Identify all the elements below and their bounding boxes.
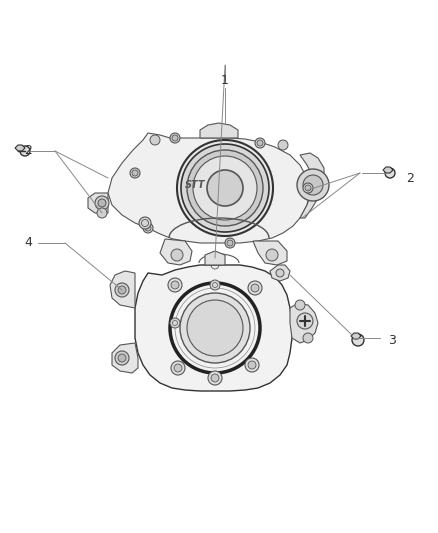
Polygon shape xyxy=(200,123,238,138)
Text: STT: STT xyxy=(185,180,205,190)
Polygon shape xyxy=(108,133,310,243)
Circle shape xyxy=(385,168,395,178)
Circle shape xyxy=(118,354,126,362)
Circle shape xyxy=(257,140,263,146)
Text: 4: 4 xyxy=(24,237,32,249)
Circle shape xyxy=(143,223,153,233)
Circle shape xyxy=(245,358,259,372)
Circle shape xyxy=(95,196,109,210)
Polygon shape xyxy=(290,303,318,343)
Polygon shape xyxy=(160,239,192,265)
Circle shape xyxy=(225,238,235,248)
Polygon shape xyxy=(351,333,361,339)
Polygon shape xyxy=(15,145,25,151)
Circle shape xyxy=(171,249,183,261)
Polygon shape xyxy=(253,241,287,265)
Circle shape xyxy=(193,156,257,220)
Circle shape xyxy=(305,185,311,191)
Circle shape xyxy=(255,138,265,148)
Circle shape xyxy=(295,300,305,310)
Polygon shape xyxy=(112,343,138,373)
Circle shape xyxy=(181,144,269,232)
Polygon shape xyxy=(270,265,290,281)
Circle shape xyxy=(130,168,140,178)
Circle shape xyxy=(139,217,151,229)
Circle shape xyxy=(227,240,233,246)
Circle shape xyxy=(248,281,262,295)
Circle shape xyxy=(276,269,284,277)
Circle shape xyxy=(187,150,263,226)
Circle shape xyxy=(352,334,364,346)
Circle shape xyxy=(303,175,323,195)
Circle shape xyxy=(170,318,180,328)
Circle shape xyxy=(118,286,126,294)
Circle shape xyxy=(145,225,151,231)
Circle shape xyxy=(132,170,138,176)
Text: 1: 1 xyxy=(221,75,229,87)
Circle shape xyxy=(177,140,273,236)
Circle shape xyxy=(266,249,278,261)
Circle shape xyxy=(98,199,106,207)
Circle shape xyxy=(297,169,329,201)
Circle shape xyxy=(150,135,160,145)
Circle shape xyxy=(97,208,107,218)
Circle shape xyxy=(278,140,288,150)
Polygon shape xyxy=(88,193,108,213)
Circle shape xyxy=(168,278,182,292)
Circle shape xyxy=(180,293,250,363)
Polygon shape xyxy=(110,271,135,308)
Circle shape xyxy=(172,135,178,141)
Circle shape xyxy=(115,283,129,297)
Polygon shape xyxy=(383,167,393,173)
Circle shape xyxy=(303,183,313,193)
Circle shape xyxy=(303,333,313,343)
Circle shape xyxy=(20,146,30,156)
Circle shape xyxy=(115,351,129,365)
Circle shape xyxy=(277,266,287,276)
Text: 2: 2 xyxy=(406,172,414,184)
Circle shape xyxy=(251,284,259,292)
Circle shape xyxy=(208,371,222,385)
Polygon shape xyxy=(135,265,292,391)
Circle shape xyxy=(174,364,182,372)
Circle shape xyxy=(248,361,256,369)
Circle shape xyxy=(207,170,243,206)
Circle shape xyxy=(211,374,219,382)
Polygon shape xyxy=(300,153,324,218)
Circle shape xyxy=(170,133,180,143)
Text: 3: 3 xyxy=(388,334,396,346)
Circle shape xyxy=(171,281,179,289)
Circle shape xyxy=(210,280,220,290)
Polygon shape xyxy=(205,251,225,265)
Circle shape xyxy=(297,313,313,329)
Circle shape xyxy=(171,361,185,375)
Text: 2: 2 xyxy=(24,144,32,157)
Circle shape xyxy=(187,300,243,356)
